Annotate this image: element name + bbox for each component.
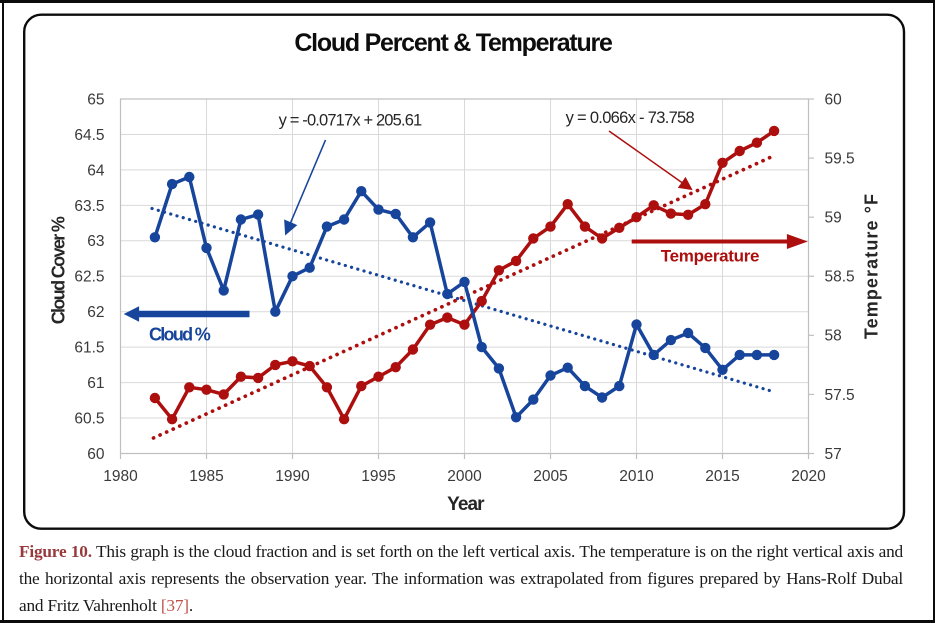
svg-text:59: 59 xyxy=(825,210,842,227)
svg-text:59.5: 59.5 xyxy=(825,151,855,168)
svg-text:1990: 1990 xyxy=(275,468,310,485)
svg-text:65: 65 xyxy=(87,91,104,108)
svg-text:Temperature: Temperature xyxy=(661,247,759,266)
svg-text:57: 57 xyxy=(825,446,842,463)
svg-text:2005: 2005 xyxy=(533,468,567,485)
svg-text:Temperature °F: Temperature °F xyxy=(862,193,882,339)
svg-text:64.5: 64.5 xyxy=(74,127,104,144)
svg-text:2020: 2020 xyxy=(791,468,826,485)
svg-text:Year: Year xyxy=(447,494,485,515)
svg-text:57.5: 57.5 xyxy=(825,387,855,404)
svg-text:2010: 2010 xyxy=(619,468,654,485)
svg-text:62.5: 62.5 xyxy=(74,269,104,286)
svg-text:Cloud Percent & Temperature: Cloud Percent & Temperature xyxy=(294,29,613,57)
svg-text:Cloud Cover %: Cloud Cover % xyxy=(49,216,69,324)
svg-text:1995: 1995 xyxy=(361,468,395,485)
svg-text:63: 63 xyxy=(87,233,104,250)
svg-text:y = 0.066x - 73.758: y = 0.066x - 73.758 xyxy=(566,109,695,127)
svg-text:62: 62 xyxy=(87,304,104,321)
svg-text:2015: 2015 xyxy=(705,468,739,485)
svg-text:60: 60 xyxy=(87,446,105,463)
svg-text:60.5: 60.5 xyxy=(74,410,104,427)
svg-text:63.5: 63.5 xyxy=(74,198,104,215)
svg-text:2000: 2000 xyxy=(447,468,482,485)
svg-text:1980: 1980 xyxy=(103,468,138,485)
svg-text:60: 60 xyxy=(825,91,843,108)
svg-text:y = -0.0717x + 205.61: y = -0.0717x + 205.61 xyxy=(279,112,422,130)
svg-text:61: 61 xyxy=(87,375,104,392)
svg-text:64: 64 xyxy=(87,162,105,179)
svg-text:58.5: 58.5 xyxy=(825,269,855,286)
svg-text:Cloud %: Cloud % xyxy=(149,325,211,345)
svg-text:58: 58 xyxy=(825,328,842,345)
svg-text:1985: 1985 xyxy=(189,468,223,485)
svg-text:61.5: 61.5 xyxy=(74,340,104,357)
